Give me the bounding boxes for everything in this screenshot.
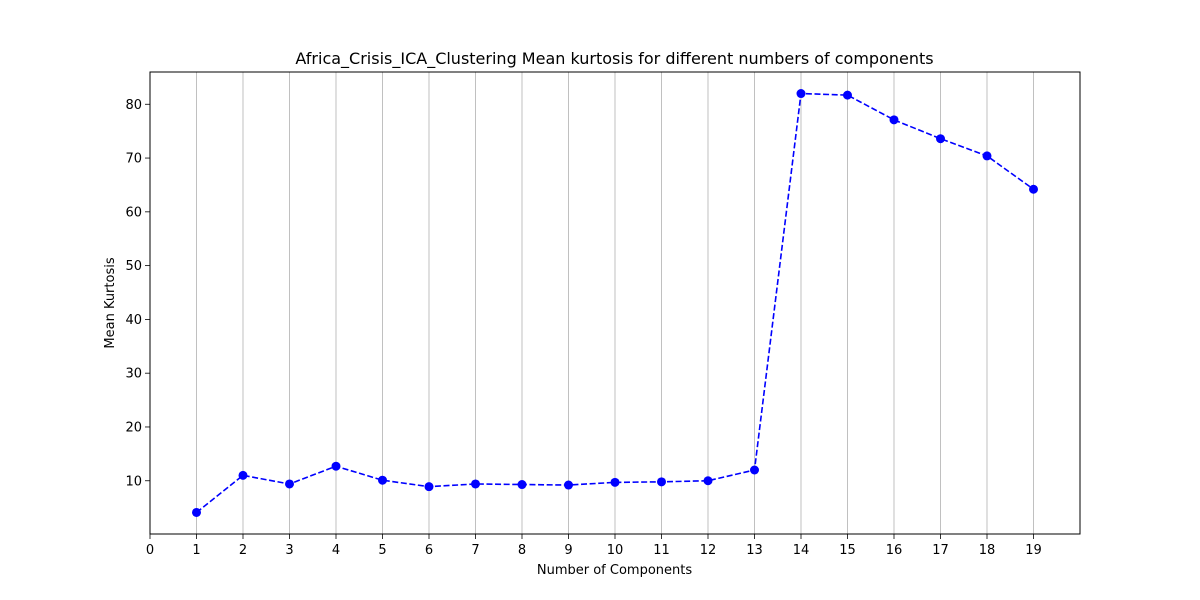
x-tick-label-12: 12	[700, 543, 717, 558]
data-point-15	[843, 90, 852, 100]
x-tick-label-9: 9	[564, 543, 572, 558]
x-tick-label-10: 10	[607, 543, 624, 558]
x-tick-label-13: 13	[746, 543, 763, 558]
data-point-10	[610, 477, 620, 487]
y-tick-label-70: 70	[125, 152, 142, 167]
x-tick-label-16: 16	[886, 543, 903, 558]
data-point-12	[703, 476, 713, 486]
data-point-16	[889, 115, 899, 125]
x-tick-label-11: 11	[653, 543, 670, 558]
y-axis-ticks: 10 20 30 40 50 60 70 80	[125, 98, 150, 489]
x-axis-label: Number of Components	[537, 563, 692, 578]
data-point-13	[750, 465, 759, 475]
y-tick-label-30: 30	[125, 367, 142, 382]
x-tick-label-17: 17	[932, 543, 949, 558]
x-tick-label-19: 19	[1025, 543, 1042, 558]
x-tick-label-5: 5	[378, 543, 386, 558]
data-point-5	[378, 475, 387, 485]
x-tick-label-0: 0	[146, 543, 154, 558]
y-tick-label-20: 20	[125, 420, 142, 435]
data-point-14	[796, 89, 806, 99]
data-point-19	[1029, 184, 1038, 194]
x-tick-label-3: 3	[285, 543, 293, 558]
x-tick-label-2: 2	[239, 543, 247, 558]
series-layer	[192, 89, 1038, 517]
x-axis-ticks: 0 1 2 3 4 5 6 7 8 9 10 11 12 13 14 15 16 17 18 19	[146, 534, 1042, 558]
data-point-2	[238, 470, 248, 480]
data-point-4	[331, 461, 341, 471]
x-tick-label-8: 8	[518, 543, 526, 558]
data-point-18	[982, 151, 992, 161]
x-tick-label-6: 6	[425, 543, 433, 558]
data-point-11	[657, 477, 666, 487]
y-tick-label-60: 60	[125, 205, 142, 220]
data-point-6	[424, 482, 434, 492]
y-tick-label-40: 40	[125, 313, 142, 328]
x-tick-label-1: 1	[192, 543, 200, 558]
data-point-3	[285, 479, 294, 489]
x-tick-label-14: 14	[793, 543, 810, 558]
y-tick-label-80: 80	[125, 98, 142, 113]
data-point-17	[936, 134, 945, 144]
x-tick-label-7: 7	[471, 543, 479, 558]
chart-title: Africa_Crisis_ICA_Clustering Mean kurtos…	[295, 49, 933, 69]
x-tick-label-18: 18	[979, 543, 996, 558]
x-tick-label-4: 4	[332, 543, 340, 558]
x-tick-label-15: 15	[839, 543, 856, 558]
data-point-9	[564, 480, 573, 490]
y-tick-label-50: 50	[125, 259, 142, 274]
y-tick-label-10: 10	[125, 474, 142, 489]
data-point-1	[192, 507, 201, 517]
grid-lines	[196, 72, 1034, 534]
data-point-8	[517, 480, 527, 490]
data-point-7	[471, 479, 480, 489]
y-axis-label: Mean Kurtosis	[103, 257, 118, 348]
